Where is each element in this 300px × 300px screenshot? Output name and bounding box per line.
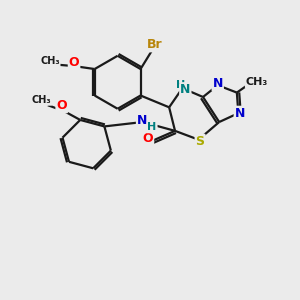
Text: N: N (137, 114, 147, 127)
Text: H: H (176, 80, 185, 90)
Text: N: N (180, 83, 190, 96)
Text: CH₃: CH₃ (32, 95, 51, 105)
Text: CH₃: CH₃ (246, 77, 268, 87)
Text: CH₃: CH₃ (40, 56, 60, 66)
Text: Br: Br (147, 38, 163, 51)
Text: O: O (142, 132, 153, 145)
Text: H: H (147, 122, 157, 132)
Text: O: O (69, 56, 80, 69)
Text: N: N (235, 107, 245, 120)
Text: O: O (56, 99, 67, 112)
Text: S: S (196, 135, 205, 148)
Text: N: N (212, 77, 223, 90)
